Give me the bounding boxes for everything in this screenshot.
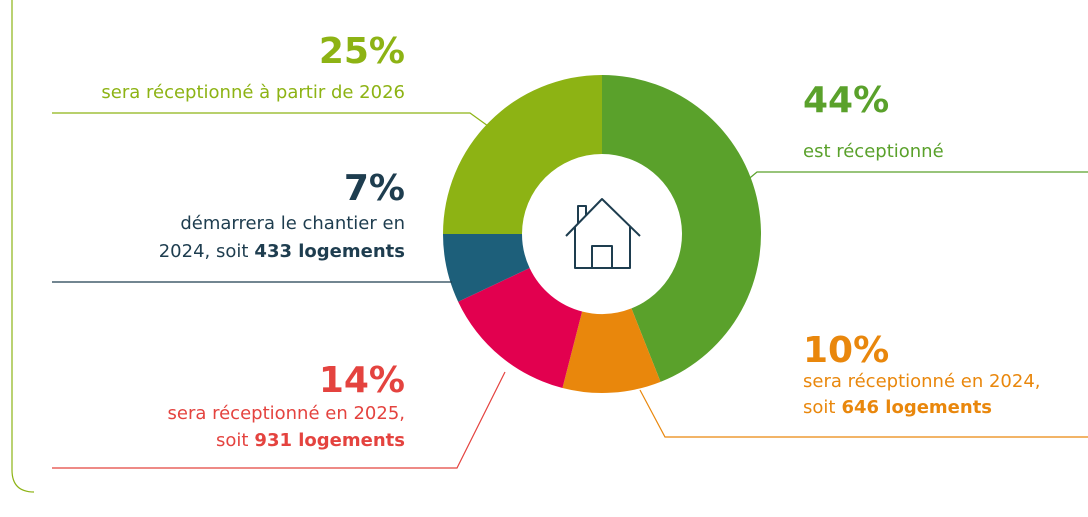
percent-label: 14%	[319, 360, 405, 401]
description-text: est réceptionné	[803, 141, 944, 162]
description-line: sera réceptionné en 2025,	[168, 403, 406, 424]
description-text: démarrera le chantier en	[180, 213, 405, 234]
description-bold: 931 logements	[254, 430, 405, 451]
description-line: soit 646 logements	[803, 397, 992, 418]
house-icon	[565, 198, 641, 269]
description-line: sera réceptionné à partir de 2026	[101, 82, 405, 103]
description-line: sera réceptionné en 2024,	[803, 371, 1041, 392]
description-text: sera réceptionné en 2024,	[803, 371, 1041, 392]
percent-label: 7%	[344, 168, 405, 209]
donut-segment	[602, 75, 761, 382]
description-line: soit 931 logements	[216, 430, 405, 451]
leader-line	[639, 389, 1088, 438]
percent-label: 44%	[803, 80, 889, 121]
description-text: soit	[803, 397, 835, 418]
donut-segment	[443, 75, 602, 234]
description-text: sera réceptionné en 2025,	[168, 403, 406, 424]
donut-segment	[443, 234, 530, 302]
leader-line	[52, 112, 489, 127]
description-bold: 433 logements	[254, 241, 405, 262]
description-line: démarrera le chantier en	[180, 213, 405, 234]
leader-line	[52, 371, 506, 469]
description-text: soit	[216, 430, 248, 451]
donut-segment	[562, 308, 661, 393]
description-line: est réceptionné	[803, 141, 944, 162]
description-bold: 646 logements	[841, 397, 992, 418]
description-line: 2024, soit 433 logements	[159, 241, 405, 262]
leader-line	[744, 171, 1088, 183]
percent-label: 25%	[319, 31, 405, 72]
description-text: 2024, soit	[159, 241, 249, 262]
description-text: sera réceptionné à partir de 2026	[101, 82, 405, 103]
percent-label: 10%	[803, 330, 889, 371]
donut-segment	[458, 268, 583, 389]
frame-border	[11, 0, 35, 493]
